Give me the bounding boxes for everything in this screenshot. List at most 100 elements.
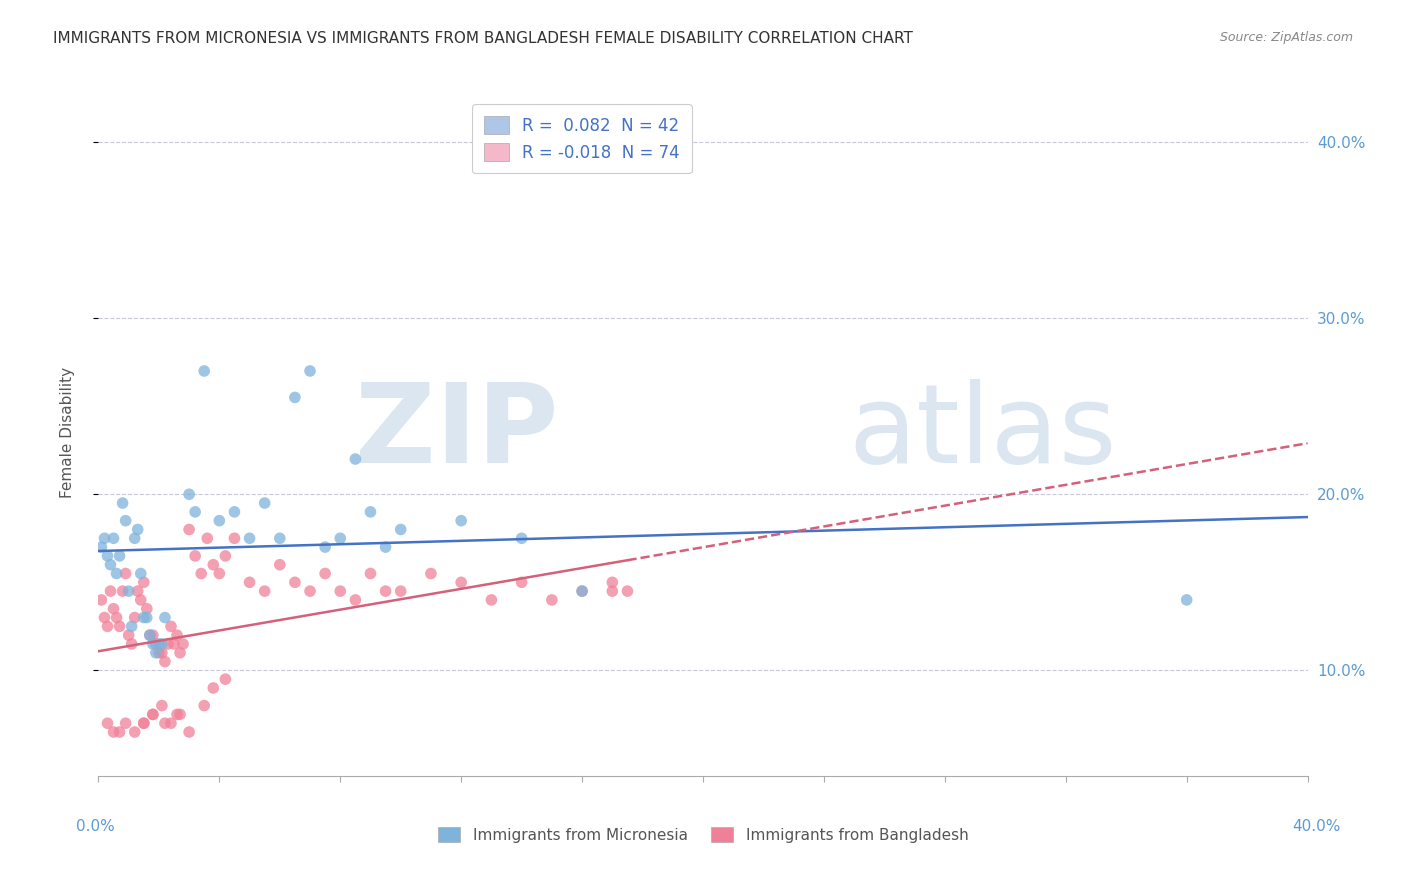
Point bbox=[214, 672, 236, 686]
Text: ZIP: ZIP bbox=[354, 379, 558, 486]
Point bbox=[127, 584, 149, 599]
Point bbox=[172, 637, 194, 651]
Point bbox=[100, 584, 122, 599]
Point bbox=[166, 707, 188, 722]
Point bbox=[360, 566, 382, 581]
Point bbox=[132, 716, 155, 731]
Point bbox=[224, 531, 246, 545]
Point bbox=[374, 584, 396, 599]
Point bbox=[184, 549, 207, 563]
Text: 40.0%: 40.0% bbox=[1292, 820, 1340, 834]
Point bbox=[510, 531, 533, 545]
Point bbox=[571, 584, 593, 599]
Text: Source: ZipAtlas.com: Source: ZipAtlas.com bbox=[1219, 31, 1353, 45]
Point bbox=[111, 584, 134, 599]
Point bbox=[129, 566, 152, 581]
Point bbox=[124, 531, 146, 545]
Point bbox=[208, 566, 231, 581]
Point bbox=[142, 628, 165, 642]
Point bbox=[114, 716, 136, 731]
Point bbox=[193, 698, 215, 713]
Point bbox=[299, 584, 322, 599]
Point bbox=[105, 610, 128, 624]
Point bbox=[124, 725, 146, 739]
Point bbox=[132, 610, 155, 624]
Point bbox=[121, 619, 143, 633]
Point bbox=[153, 716, 176, 731]
Point bbox=[239, 575, 262, 590]
Point bbox=[344, 593, 367, 607]
Point bbox=[150, 698, 173, 713]
Point bbox=[118, 628, 141, 642]
Point bbox=[360, 505, 382, 519]
Point bbox=[124, 610, 146, 624]
Point bbox=[93, 610, 115, 624]
Legend: R =  0.082  N = 42, R = -0.018  N = 74: R = 0.082 N = 42, R = -0.018 N = 74 bbox=[472, 104, 692, 173]
Point bbox=[148, 637, 170, 651]
Point bbox=[184, 505, 207, 519]
Point bbox=[481, 593, 503, 607]
Point bbox=[142, 637, 165, 651]
Point bbox=[108, 725, 131, 739]
Point bbox=[103, 601, 125, 615]
Point bbox=[127, 523, 149, 537]
Point bbox=[389, 584, 412, 599]
Point bbox=[374, 540, 396, 554]
Point bbox=[179, 487, 201, 501]
Point bbox=[616, 584, 638, 599]
Point bbox=[253, 496, 276, 510]
Point bbox=[329, 531, 352, 545]
Point bbox=[208, 514, 231, 528]
Point bbox=[139, 628, 162, 642]
Legend: Immigrants from Micronesia, Immigrants from Bangladesh: Immigrants from Micronesia, Immigrants f… bbox=[432, 821, 974, 848]
Point bbox=[135, 610, 157, 624]
Point bbox=[179, 725, 201, 739]
Point bbox=[108, 549, 131, 563]
Point bbox=[111, 496, 134, 510]
Point bbox=[202, 558, 225, 572]
Point bbox=[314, 540, 336, 554]
Point bbox=[139, 628, 162, 642]
Point bbox=[150, 637, 173, 651]
Point bbox=[284, 575, 307, 590]
Point bbox=[118, 584, 141, 599]
Point bbox=[129, 593, 152, 607]
Point bbox=[96, 549, 118, 563]
Point bbox=[103, 531, 125, 545]
Text: IMMIGRANTS FROM MICRONESIA VS IMMIGRANTS FROM BANGLADESH FEMALE DISABILITY CORRE: IMMIGRANTS FROM MICRONESIA VS IMMIGRANTS… bbox=[53, 31, 914, 46]
Point bbox=[96, 619, 118, 633]
Point bbox=[93, 531, 115, 545]
Point bbox=[96, 716, 118, 731]
Point bbox=[169, 707, 191, 722]
Point bbox=[114, 514, 136, 528]
Point bbox=[602, 584, 624, 599]
Point bbox=[148, 646, 170, 660]
Point bbox=[202, 681, 225, 695]
Point bbox=[114, 566, 136, 581]
Point bbox=[195, 531, 218, 545]
Point bbox=[145, 646, 167, 660]
Point bbox=[150, 646, 173, 660]
Point bbox=[121, 637, 143, 651]
Point bbox=[450, 575, 472, 590]
Point bbox=[160, 619, 183, 633]
Point bbox=[299, 364, 322, 378]
Point bbox=[193, 364, 215, 378]
Point bbox=[420, 566, 443, 581]
Point bbox=[169, 646, 191, 660]
Point bbox=[269, 558, 291, 572]
Point bbox=[239, 531, 262, 545]
Point bbox=[142, 707, 165, 722]
Point bbox=[90, 540, 112, 554]
Point bbox=[166, 628, 188, 642]
Point bbox=[571, 584, 593, 599]
Point bbox=[314, 566, 336, 581]
Point bbox=[90, 593, 112, 607]
Point bbox=[450, 514, 472, 528]
Point bbox=[142, 707, 165, 722]
Point bbox=[135, 601, 157, 615]
Point bbox=[214, 549, 236, 563]
Point bbox=[145, 637, 167, 651]
Point bbox=[160, 716, 183, 731]
Point bbox=[100, 558, 122, 572]
